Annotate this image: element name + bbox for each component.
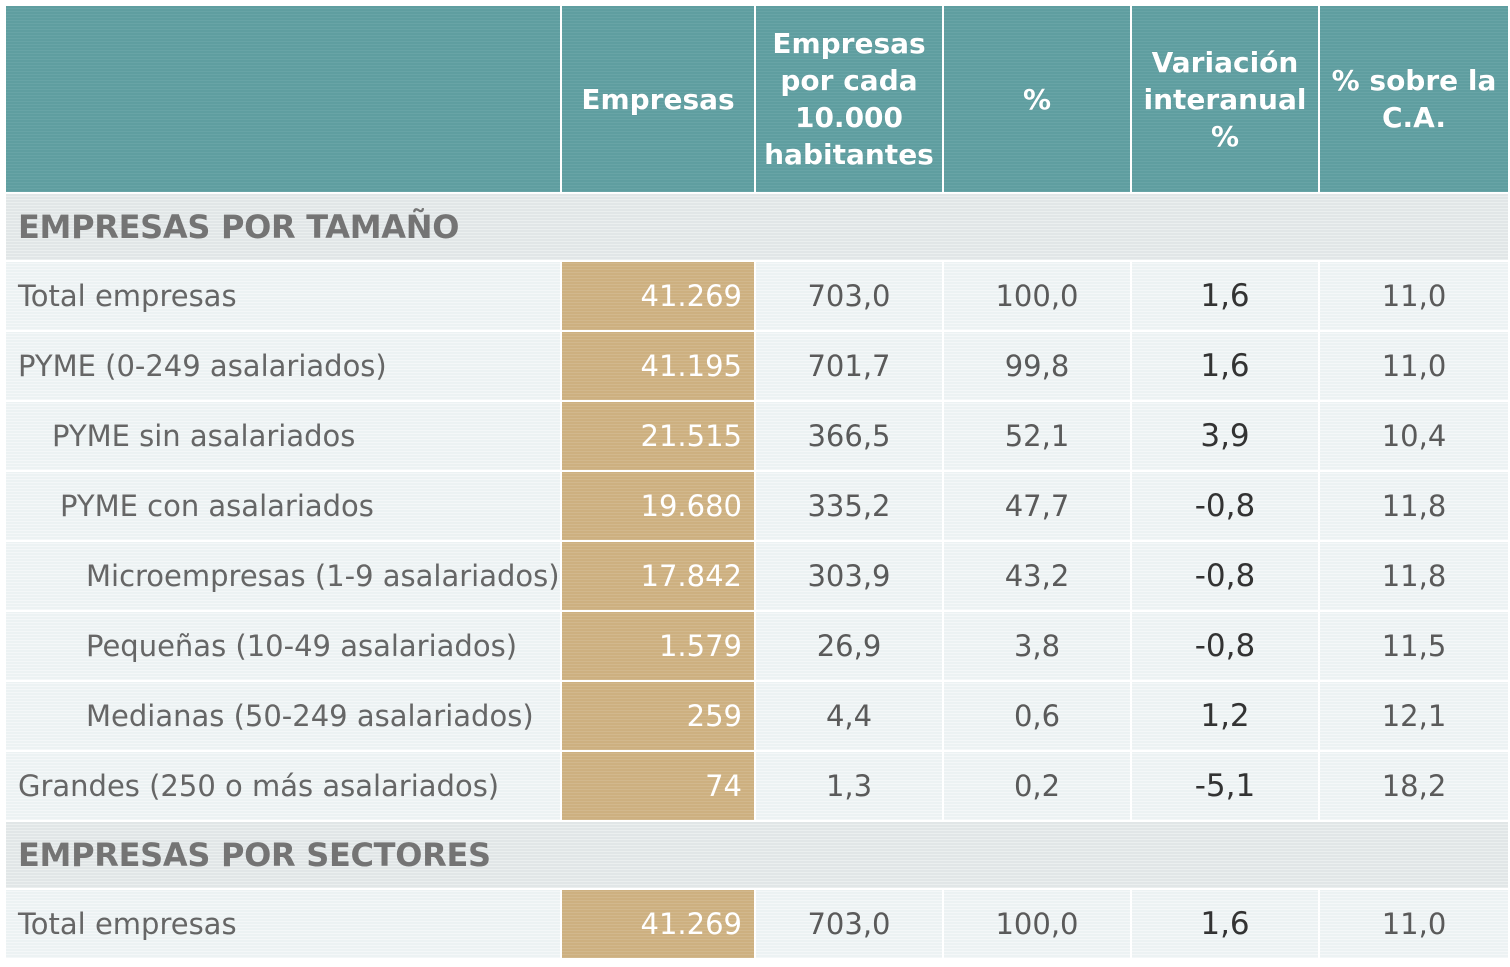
header-line: habitantes bbox=[764, 138, 934, 171]
table-row: PYME (0-249 asalariados) 41.195 701,7 99,8 1… bbox=[6, 331, 1508, 402]
cell-empresas: 21.515 bbox=[561, 401, 756, 472]
header-percent: % bbox=[943, 6, 1132, 194]
cell-empresas-por-habitantes: 303,9 bbox=[755, 541, 944, 612]
header-line: Empresas bbox=[772, 27, 926, 60]
cell-percent: 0,6 bbox=[943, 681, 1132, 752]
cell-percent-ca: 11,0 bbox=[1319, 889, 1508, 960]
cell-variacion-interanual: 1,6 bbox=[1131, 889, 1320, 960]
header-line: % bbox=[1210, 119, 1240, 153]
table-row: Total empresas 41.269 703,0 100,0 1,6 11,0 bbox=[6, 261, 1508, 332]
cell-percent-ca: 10,4 bbox=[1319, 401, 1508, 472]
section-title: EMPRESAS POR TAMAÑO bbox=[6, 193, 1508, 262]
cell-variacion-interanual: -0,8 bbox=[1131, 541, 1320, 612]
cell-empresas: 74 bbox=[561, 751, 756, 822]
table-row: Total empresas 41.269 703,0 100,0 1,6 11,0 bbox=[6, 889, 1508, 960]
cell-percent-ca: 11,5 bbox=[1319, 611, 1508, 682]
cell-variacion-interanual: 3,9 bbox=[1131, 401, 1320, 472]
cell-variacion-interanual: 1,6 bbox=[1131, 331, 1320, 402]
cell-empresas-por-habitantes: 703,0 bbox=[755, 889, 944, 960]
enterprise-stats-table-container: Empresas Empresas por cada 10.000 habita… bbox=[6, 6, 1508, 960]
cell-percent: 0,2 bbox=[943, 751, 1132, 822]
cell-percent: 100,0 bbox=[943, 261, 1132, 332]
table-row: Pequeñas (10-49 asalariados) 1.579 26,9 3,8… bbox=[6, 611, 1508, 682]
cell-percent-ca: 18,2 bbox=[1319, 751, 1508, 822]
row-label: Total empresas bbox=[6, 889, 562, 960]
cell-empresas-por-habitantes: 26,9 bbox=[755, 611, 944, 682]
row-label: Medianas (50-249 asalariados) bbox=[6, 681, 562, 752]
cell-variacion-interanual: -5,1 bbox=[1131, 751, 1320, 822]
cell-variacion-interanual: -0,8 bbox=[1131, 471, 1320, 542]
cell-empresas: 41.195 bbox=[561, 331, 756, 402]
cell-percent: 43,2 bbox=[943, 541, 1132, 612]
cell-empresas-por-habitantes: 703,0 bbox=[755, 261, 944, 332]
row-label: Grandes (250 o más asalariados) bbox=[6, 751, 562, 822]
cell-empresas: 1.579 bbox=[561, 611, 756, 682]
enterprise-stats-table: Empresas Empresas por cada 10.000 habita… bbox=[6, 6, 1508, 960]
row-label: PYME sin asalariados bbox=[6, 401, 562, 472]
header-line: Variación bbox=[1151, 45, 1299, 79]
cell-percent-ca: 11,0 bbox=[1319, 261, 1508, 332]
table-row: Microempresas (1-9 asalariados) 17.842 303… bbox=[6, 541, 1508, 612]
table-row: Medianas (50-249 asalariados) 259 4,4 0,6 1,… bbox=[6, 681, 1508, 752]
header-variacion-interanual: Variación interanual % bbox=[1131, 6, 1320, 194]
row-label: PYME con asalariados bbox=[6, 471, 562, 542]
cell-percent-ca: 11,8 bbox=[1319, 471, 1508, 542]
cell-variacion-interanual: -0,8 bbox=[1131, 611, 1320, 682]
cell-empresas-por-habitantes: 335,2 bbox=[755, 471, 944, 542]
row-label: PYME (0-249 asalariados) bbox=[6, 331, 562, 402]
cell-percent-ca: 11,8 bbox=[1319, 541, 1508, 612]
section-header-row: EMPRESAS POR TAMAÑO bbox=[6, 193, 1508, 262]
table-row: PYME con asalariados 19.680 335,2 47,7 -0,8 1… bbox=[6, 471, 1508, 542]
cell-percent: 99,8 bbox=[943, 331, 1132, 402]
header-line: por cada bbox=[780, 64, 918, 97]
row-label: Microempresas (1-9 asalariados) bbox=[6, 541, 562, 612]
cell-empresas-por-habitantes: 1,3 bbox=[755, 751, 944, 822]
header-line: C.A. bbox=[1381, 101, 1446, 134]
header-empresas: Empresas bbox=[561, 6, 756, 194]
cell-percent: 100,0 bbox=[943, 889, 1132, 960]
header-line: % sobre la bbox=[1331, 64, 1497, 97]
section-title: EMPRESAS POR SECTORES bbox=[6, 821, 1508, 890]
cell-empresas-por-habitantes: 701,7 bbox=[755, 331, 944, 402]
cell-empresas: 19.680 bbox=[561, 471, 756, 542]
cell-variacion-interanual: 1,6 bbox=[1131, 261, 1320, 332]
row-label: Pequeñas (10-49 asalariados) bbox=[6, 611, 562, 682]
cell-empresas: 17.842 bbox=[561, 541, 756, 612]
cell-percent: 3,8 bbox=[943, 611, 1132, 682]
header-line: 10.000 bbox=[794, 101, 904, 134]
cell-variacion-interanual: 1,2 bbox=[1131, 681, 1320, 752]
header-percent-ca: % sobre la C.A. bbox=[1319, 6, 1508, 194]
cell-percent-ca: 12,1 bbox=[1319, 681, 1508, 752]
table-body: EMPRESAS POR TAMAÑO Total empresas 41.269 7… bbox=[6, 193, 1508, 960]
row-label: Total empresas bbox=[6, 261, 562, 332]
cell-empresas: 41.269 bbox=[561, 261, 756, 332]
section-header-row: EMPRESAS POR SECTORES bbox=[6, 821, 1508, 890]
table-row: Grandes (250 o más asalariados) 74 1,3 0,2-… bbox=[6, 751, 1508, 822]
table-header: Empresas Empresas por cada 10.000 habita… bbox=[6, 6, 1508, 194]
header-empresas-por-habitantes: Empresas por cada 10.000 habitantes bbox=[755, 6, 944, 194]
cell-percent: 52,1 bbox=[943, 401, 1132, 472]
cell-percent-ca: 11,0 bbox=[1319, 331, 1508, 402]
cell-empresas: 41.269 bbox=[561, 889, 756, 960]
cell-empresas-por-habitantes: 4,4 bbox=[755, 681, 944, 752]
header-row: Empresas Empresas por cada 10.000 habita… bbox=[6, 6, 1508, 194]
header-line: interanual bbox=[1143, 82, 1307, 116]
cell-empresas: 259 bbox=[561, 681, 756, 752]
cell-empresas-por-habitantes: 366,5 bbox=[755, 401, 944, 472]
table-row: PYME sin asalariados 21.515 366,5 52,1 3,9 10… bbox=[6, 401, 1508, 472]
header-label-column bbox=[6, 6, 562, 194]
cell-percent: 47,7 bbox=[943, 471, 1132, 542]
